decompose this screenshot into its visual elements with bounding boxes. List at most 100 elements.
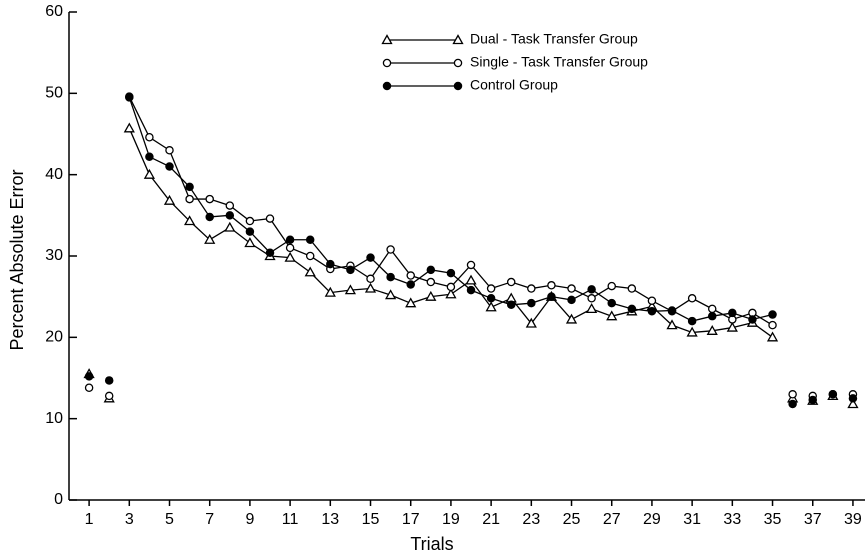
data-point	[486, 284, 496, 293]
data-point	[324, 286, 336, 297]
data-point	[847, 398, 859, 409]
legend-marker	[452, 34, 464, 45]
data-point	[466, 260, 476, 270]
x-tick-label: 11	[282, 511, 299, 528]
data-point	[143, 168, 156, 179]
y-tick-label: 0	[54, 491, 63, 508]
data-point	[366, 253, 375, 262]
data-point	[344, 284, 357, 295]
data-point	[406, 271, 415, 280]
data-point	[485, 301, 497, 312]
data-point	[486, 294, 496, 303]
data-point	[567, 284, 576, 293]
data-point	[183, 215, 196, 226]
data-point	[145, 133, 154, 142]
data-point	[225, 211, 235, 220]
data-point	[506, 300, 516, 310]
data-point	[726, 321, 738, 332]
data-point	[565, 313, 578, 324]
data-point	[707, 311, 717, 321]
data-point	[326, 259, 335, 269]
y-tick-label: 60	[45, 3, 63, 20]
data-point	[748, 315, 757, 324]
data-point	[667, 306, 677, 315]
data-point	[527, 284, 536, 293]
data-point	[204, 233, 216, 244]
legend-marker	[382, 81, 392, 91]
y-tick-label: 10	[45, 410, 63, 427]
data-point	[84, 383, 94, 393]
data-point	[84, 372, 94, 381]
data-point	[465, 274, 477, 285]
legend-marker	[381, 34, 393, 45]
data-point	[406, 280, 415, 289]
data-point	[385, 289, 397, 300]
x-tick-label: 27	[603, 511, 621, 528]
data-point	[768, 320, 777, 330]
x-tick-label: 7	[205, 511, 214, 528]
x-tick-label: 21	[482, 511, 500, 528]
data-point	[607, 281, 616, 291]
y-tick-label: 50	[45, 85, 63, 102]
y-tick-label: 20	[45, 329, 63, 346]
data-point	[125, 93, 134, 102]
data-point	[364, 282, 377, 293]
data-point	[185, 194, 194, 204]
x-tick-label: 13	[321, 511, 339, 528]
data-point	[386, 245, 395, 254]
data-point	[163, 194, 176, 205]
data-point	[165, 162, 174, 171]
data-point	[304, 266, 316, 277]
data-point	[647, 307, 657, 316]
data-point	[728, 308, 737, 318]
data-point	[687, 294, 697, 303]
data-point	[446, 268, 456, 278]
data-point	[506, 277, 516, 287]
data-point	[104, 391, 114, 401]
x-tick-label: 3	[125, 511, 134, 528]
data-point	[205, 212, 214, 222]
legend-label: Single - Task Transfer Group	[470, 54, 648, 70]
legend-label: Control Group	[470, 77, 558, 93]
data-point	[445, 288, 457, 299]
x-tick-label: 1	[85, 511, 94, 528]
y-axis-label: Percent Absolute Error	[7, 169, 27, 350]
data-point	[547, 281, 556, 290]
data-point	[244, 237, 256, 248]
legend-marker	[382, 58, 392, 68]
x-tick-label: 33	[723, 511, 741, 528]
data-point	[123, 122, 135, 133]
data-point	[606, 310, 618, 321]
data-point	[788, 399, 797, 409]
data-point	[627, 304, 637, 314]
x-tick-label: 37	[804, 511, 822, 528]
data-point	[527, 298, 536, 308]
data-point	[224, 221, 236, 232]
data-point	[205, 194, 214, 204]
x-tick-label: 35	[764, 511, 782, 528]
data-point	[285, 243, 295, 253]
x-tick-label: 17	[402, 511, 420, 528]
data-point	[766, 331, 779, 342]
x-tick-label: 25	[563, 511, 581, 528]
data-point	[788, 390, 797, 399]
data-point	[265, 214, 275, 223]
data-point	[848, 394, 858, 403]
x-tick-label: 15	[362, 511, 380, 528]
data-point	[587, 294, 596, 303]
series-line	[129, 128, 853, 404]
data-point	[245, 216, 255, 226]
legend-marker	[453, 58, 463, 68]
data-point	[405, 297, 417, 308]
data-point	[586, 303, 598, 314]
data-point	[446, 282, 456, 292]
data-point	[185, 182, 194, 192]
x-tick-label: 9	[245, 511, 254, 528]
y-tick-label: 40	[45, 166, 63, 183]
data-point	[426, 265, 436, 275]
data-point	[666, 319, 678, 330]
data-point	[687, 316, 697, 326]
legend-marker	[453, 81, 463, 91]
